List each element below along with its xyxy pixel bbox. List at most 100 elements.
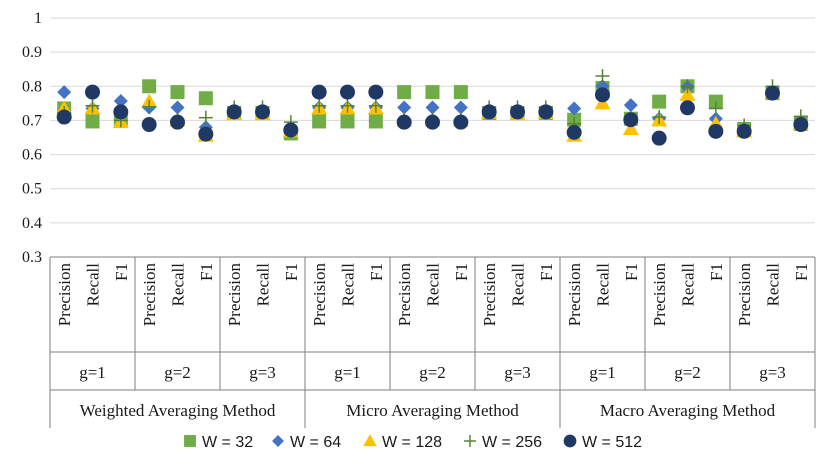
point-w-64: [57, 85, 72, 100]
method-label: Weighted Averaging Method: [80, 401, 276, 420]
x-tick-label: F1: [367, 263, 386, 281]
group-label: g=1: [334, 363, 361, 382]
point-w-512: [623, 112, 639, 128]
y-tick-label: 0.6: [22, 147, 42, 164]
x-tick-label: Recall: [339, 263, 358, 307]
point-w-512: [170, 114, 185, 130]
point-w-32: [453, 85, 468, 100]
point-w-512: [708, 123, 724, 139]
point-w-512: [311, 84, 327, 100]
y-tick-label: 0.9: [22, 44, 42, 61]
point-w-64: [453, 100, 468, 115]
legend-label: W = 64: [290, 434, 341, 451]
point-w-128: [594, 95, 611, 110]
point-w-32: [142, 79, 157, 94]
group-label: g=3: [249, 363, 276, 382]
point-w-512: [538, 104, 554, 120]
point-w-512: [283, 122, 299, 138]
x-tick-label: Recall: [509, 263, 528, 307]
x-tick-label: Recall: [764, 263, 783, 307]
x-tick-label: F1: [282, 263, 301, 281]
point-w-512: [765, 85, 780, 101]
group-label: g=1: [589, 363, 616, 382]
x-tick-label: F1: [112, 263, 131, 281]
x-tick-label: Precision: [310, 263, 329, 327]
point-w-512: [680, 100, 695, 116]
y-tick-label: 0.5: [22, 181, 42, 198]
legend-marker: [272, 435, 284, 447]
point-w-512: [453, 114, 469, 130]
legend-label: W = 128: [382, 434, 442, 451]
group-label: g=2: [674, 363, 701, 382]
point-w-64: [397, 100, 412, 115]
point-w-512: [141, 117, 157, 133]
point-w-32: [340, 114, 355, 129]
x-tick-label: F1: [537, 263, 556, 281]
point-w-512: [566, 124, 582, 140]
point-w-64: [425, 100, 440, 115]
point-w-512: [226, 104, 242, 120]
x-tick-label: F1: [197, 263, 216, 281]
series-w-512: [56, 84, 809, 146]
x-tick-label: Precision: [650, 263, 669, 327]
y-tick-label: 1: [34, 10, 42, 27]
legend-label: W = 512: [582, 434, 642, 451]
point-w-512: [651, 130, 667, 146]
group-label: g=3: [504, 363, 531, 382]
x-tick-label: Precision: [480, 263, 499, 327]
point-w-64: [113, 93, 128, 108]
y-tick-label: 0.7: [22, 112, 42, 129]
point-w-512: [113, 104, 129, 120]
legend-label: W = 256: [482, 434, 542, 451]
point-w-256: [652, 110, 667, 125]
point-w-256: [340, 98, 355, 113]
legend-marker: [563, 434, 577, 448]
x-tick-label: F1: [707, 263, 726, 281]
point-w-512: [425, 114, 440, 130]
point-w-512: [85, 84, 100, 100]
point-w-32: [170, 85, 185, 100]
point-w-512: [340, 84, 355, 100]
x-tick-label: Recall: [424, 263, 443, 307]
point-w-512: [481, 104, 497, 120]
point-w-256: [595, 69, 610, 84]
x-tick-label: F1: [792, 263, 811, 281]
legend-marker: [184, 435, 196, 447]
x-tick-label: Precision: [55, 263, 74, 327]
point-w-32: [368, 114, 383, 129]
x-tick-label: Recall: [594, 263, 613, 307]
x-tick-label: Precision: [225, 263, 244, 327]
point-w-256: [368, 98, 383, 113]
method-label: Micro Averaging Method: [346, 401, 519, 420]
point-w-512: [56, 109, 72, 125]
x-tick-label: Precision: [565, 263, 584, 327]
group-label: g=2: [164, 363, 191, 382]
point-w-512: [198, 126, 214, 142]
y-tick-label: 0.3: [22, 249, 42, 266]
y-tick-label: 0.4: [22, 215, 42, 232]
x-tick-label: F1: [622, 263, 641, 281]
point-w-32: [312, 114, 327, 129]
point-w-128: [622, 120, 639, 135]
point-w-64: [170, 100, 185, 115]
group-label: g=3: [759, 363, 786, 382]
point-w-32: [425, 85, 440, 100]
point-w-32: [85, 114, 100, 129]
point-w-512: [396, 114, 412, 130]
x-tick-label: Recall: [254, 263, 273, 307]
legend-label: W = 32: [202, 434, 253, 451]
point-w-64: [567, 101, 582, 116]
point-w-128: [679, 86, 696, 101]
point-w-256: [312, 98, 327, 113]
x-tick-label: Recall: [84, 263, 103, 307]
point-w-32: [652, 94, 667, 109]
x-tick-label: Recall: [679, 263, 698, 307]
group-label: g=1: [79, 363, 106, 382]
x-tick-label: Precision: [395, 263, 414, 327]
point-w-512: [368, 84, 384, 100]
point-w-512: [736, 123, 752, 139]
point-w-512: [510, 104, 525, 120]
x-tick-label: F1: [452, 263, 471, 281]
point-w-512: [793, 117, 809, 133]
group-label: g=2: [419, 363, 446, 382]
